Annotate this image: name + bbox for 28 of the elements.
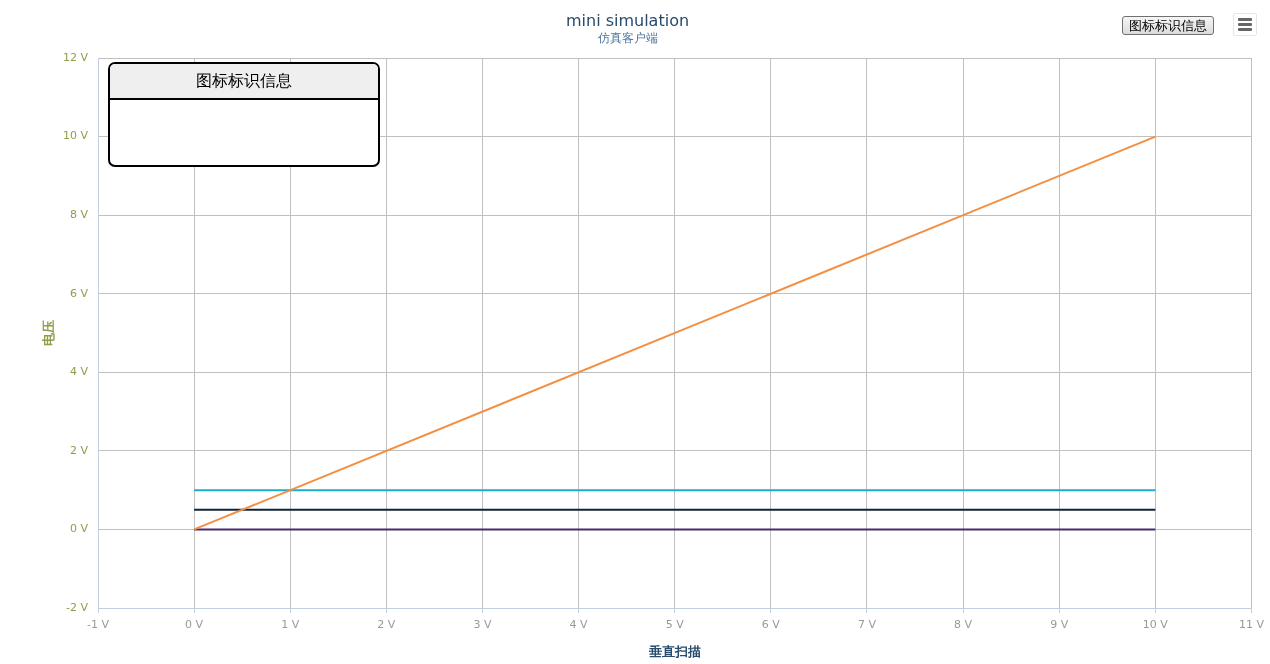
legend-title: 图标标识信息 — [110, 64, 378, 100]
y-tick-label: 2 V — [69, 443, 89, 457]
y-tick-label: 12 V — [62, 50, 89, 64]
y-tick-label: 8 V — [69, 208, 89, 221]
x-tick-label: 11 V — [1238, 618, 1265, 632]
y-axis-title: 电压 — [41, 320, 57, 346]
x-tick-label: 2 V — [377, 618, 396, 632]
y-tick-label: -2 V — [66, 600, 89, 614]
y-tick-label: 10 V — [62, 129, 89, 143]
x-tick-label: 9 V — [1050, 618, 1069, 632]
x-tick-label: -1 V — [87, 618, 110, 632]
x-tick-label: 5 V — [665, 618, 685, 632]
chart-subtitle: 仿真客户端 — [596, 30, 658, 45]
x-axis-title: 垂直扫描 — [647, 643, 701, 659]
chart-title: mini simulation — [565, 10, 690, 30]
x-tick-label: 8 V — [954, 618, 973, 632]
x-tick-label: 1 V — [281, 618, 300, 632]
x-tick-label: 3 V — [473, 618, 492, 632]
x-tick-label: 4 V — [569, 618, 589, 632]
y-tick-label: 6 V — [69, 286, 89, 300]
y-tick-label: 4 V — [69, 365, 89, 379]
x-tick-label: 7 V — [857, 618, 877, 632]
panel: 图标标识信息 — [108, 62, 380, 167]
y-tick-label: 0 V — [69, 522, 89, 536]
x-tick-label: 0 V — [185, 618, 204, 632]
x-tick-label: 10 V — [1142, 618, 1169, 632]
button: 图标标识信息 — [1122, 16, 1214, 35]
x-tick-label: 6 V — [761, 618, 781, 632]
